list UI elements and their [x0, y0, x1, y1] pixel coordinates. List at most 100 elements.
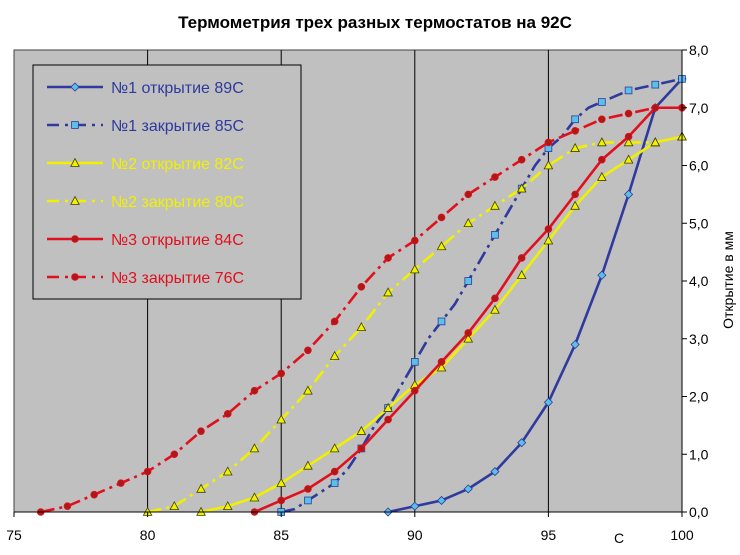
data-point — [490, 200, 500, 210]
legend-item-4: №2 закрытие 80С — [47, 194, 244, 211]
y-tick-label: 3,0 — [689, 331, 709, 347]
data-point — [277, 496, 286, 505]
data-point — [464, 190, 473, 199]
data-point — [517, 254, 526, 262]
chart-title: Термометрия трех разных термостатов на 9… — [178, 13, 572, 32]
data-point — [490, 304, 500, 314]
data-point — [303, 385, 313, 395]
data-point — [623, 189, 634, 199]
legend-item-5: №3 открытие 84С — [47, 232, 244, 249]
data-point — [170, 450, 179, 459]
x-tick-label: 85 — [273, 527, 289, 543]
data-point — [543, 397, 553, 407]
series-layer — [36, 74, 687, 517]
data-point — [304, 485, 312, 493]
data-point — [70, 195, 80, 205]
legend-label: №3 закрытие 76С — [111, 270, 244, 287]
data-point — [357, 444, 366, 453]
data-point — [197, 427, 205, 435]
data-point — [436, 241, 447, 251]
legend-label: №3 открытие 84С — [111, 232, 244, 249]
data-point — [464, 329, 473, 337]
data-point — [383, 287, 393, 297]
data-point — [70, 157, 80, 167]
data-point — [436, 362, 447, 372]
data-point — [651, 80, 660, 89]
data-point — [250, 386, 259, 395]
data-point — [651, 103, 660, 112]
legend-item-1: №1 открытие 89С — [47, 80, 244, 97]
y-tick-label: 5,0 — [689, 215, 709, 231]
x-axis-label: С — [614, 530, 624, 546]
y-tick-label: 1,0 — [689, 446, 709, 462]
data-point — [330, 467, 339, 476]
data-point — [491, 294, 499, 303]
data-point — [276, 477, 287, 487]
data-point — [463, 333, 474, 343]
data-point — [570, 200, 580, 210]
data-point — [517, 155, 526, 164]
data-point — [597, 270, 607, 280]
data-point — [169, 500, 180, 511]
x-tick-label: 100 — [670, 527, 694, 543]
data-point — [543, 235, 554, 245]
data-point — [598, 155, 606, 164]
legend-item-3: №2 открытие 82С — [47, 156, 244, 173]
data-point — [624, 109, 633, 118]
data-point — [437, 358, 446, 366]
legend-box — [32, 64, 302, 300]
y-axis-label: Открытие в мм — [720, 231, 736, 329]
data-point — [90, 490, 98, 499]
data-point — [410, 358, 419, 366]
data-point — [143, 467, 152, 476]
data-point — [598, 98, 606, 106]
y-tick-label: 6,0 — [689, 158, 709, 174]
series-4 — [142, 131, 687, 516]
axes: 75 80 85 90 95 100 0,0 1,0 2,0 3,0 4,0 5,0 6,0 7,0 8,0 — [6, 42, 708, 543]
data-point — [623, 137, 634, 147]
data-point — [383, 402, 393, 412]
data-point — [464, 277, 473, 285]
legend-label: №2 закрытие 80С — [111, 194, 244, 211]
data-point — [570, 339, 580, 350]
data-point — [70, 82, 80, 92]
legend-label: №1 закрытие 85С — [111, 118, 244, 135]
data-point — [330, 317, 339, 326]
data-point — [357, 282, 366, 291]
data-point — [490, 467, 500, 477]
legend-item-6: №3 закрытие 76С — [47, 270, 244, 287]
data-point — [571, 190, 579, 199]
data-point — [329, 443, 340, 453]
data-point — [329, 350, 340, 360]
x-tick-label: 80 — [140, 527, 156, 543]
data-point — [463, 218, 474, 228]
data-point — [543, 160, 554, 170]
data-point — [516, 269, 527, 280]
data-point — [650, 137, 661, 147]
data-point — [517, 438, 527, 448]
data-point — [410, 386, 419, 395]
data-point — [304, 496, 312, 505]
data-point — [117, 479, 125, 487]
x-tick-label: 75 — [6, 527, 22, 543]
data-point — [222, 466, 233, 476]
x-tick-label: 95 — [541, 527, 557, 543]
data-point — [624, 86, 633, 95]
legend: №1 открытие 89С №1 закрытие 85С №2 открыти… — [32, 64, 302, 300]
y-tick-label: 4,0 — [689, 273, 709, 289]
data-point — [384, 254, 392, 262]
data-point — [544, 225, 553, 233]
data-point — [277, 369, 286, 378]
data-point — [598, 115, 606, 124]
data-point — [303, 460, 313, 470]
data-point — [249, 443, 260, 453]
data-point — [384, 415, 392, 424]
data-point — [276, 414, 287, 424]
data-point — [491, 230, 499, 239]
data-point — [71, 273, 79, 281]
series-line — [147, 135, 683, 514]
data-point — [63, 502, 72, 511]
legend-label: №2 открытие 82С — [111, 156, 244, 173]
series-6 — [36, 103, 686, 516]
data-point — [330, 479, 339, 487]
